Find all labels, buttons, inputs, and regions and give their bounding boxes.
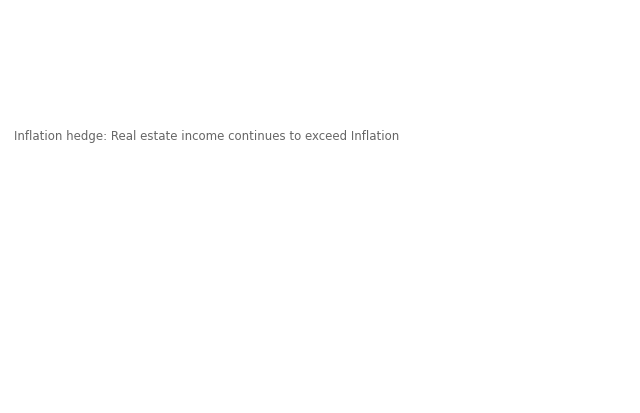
Text: Inflation hedge: Real estate income continues to exceed Inflation: Inflation hedge: Real estate income cont… <box>14 130 399 143</box>
Text: Real Estate income has generally outpaced inflation over
the past 30 years: Real Estate income has generally outpace… <box>14 27 550 72</box>
Legend: Real Estate Income, Inflation: Real Estate Income, Inflation <box>60 144 209 185</box>
